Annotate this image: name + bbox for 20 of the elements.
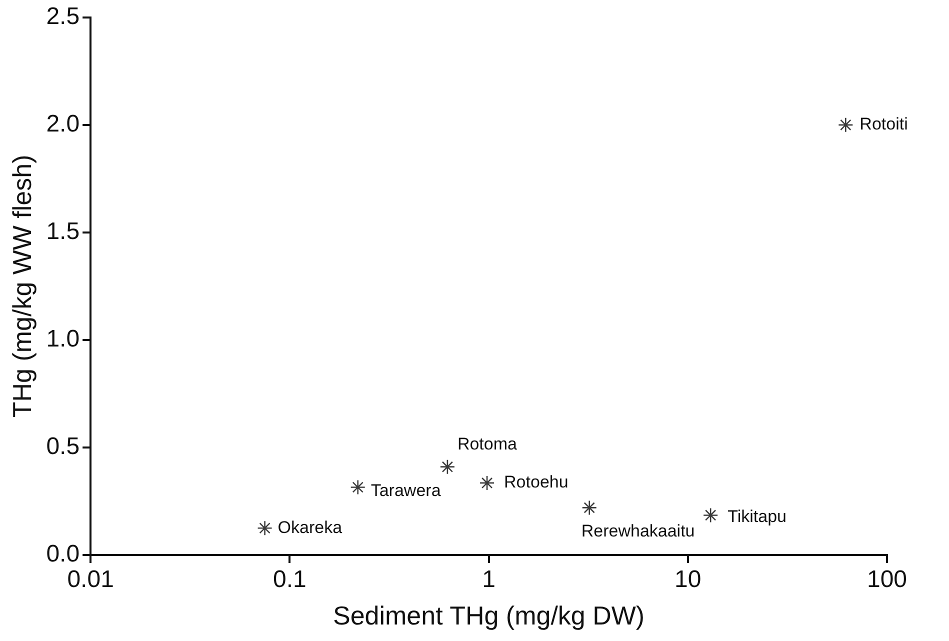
y-tick-label: 0.5: [46, 433, 80, 460]
annotation: Rotoiti: [860, 114, 908, 134]
y-tick-label: 2.5: [46, 3, 80, 30]
y-tick-label: 2.0: [46, 110, 80, 138]
y-tick-label: 1.0: [46, 326, 80, 353]
y-axis-title: THg (mg/kg WW flesh): [6, 154, 37, 418]
y-tick-label: 1.5: [46, 218, 80, 246]
x-tick-label: 10: [674, 566, 702, 594]
x-tick-label: 0.1: [272, 566, 306, 594]
annotation: Tarawera: [370, 480, 442, 500]
x-tick-label: 0.01: [67, 566, 114, 594]
annotation: Okareka: [278, 518, 343, 537]
x-tick-label: 1: [482, 566, 496, 594]
annotation: Tikitapu: [728, 506, 786, 526]
annotation: Rotoma: [457, 434, 518, 454]
x-axis-title: Sediment THg (mg/kg DW): [332, 600, 645, 631]
x-tick-label: 100: [866, 566, 908, 594]
y-tick-label: 0.0: [46, 540, 80, 568]
annotation: Rerewhakaaitu: [581, 521, 695, 540]
annotation: Rotoehu: [504, 472, 568, 492]
